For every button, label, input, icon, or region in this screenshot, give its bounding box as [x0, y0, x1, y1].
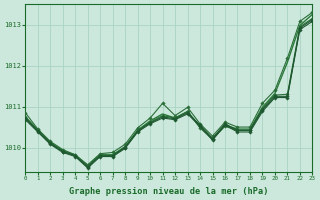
X-axis label: Graphe pression niveau de la mer (hPa): Graphe pression niveau de la mer (hPa)	[69, 187, 268, 196]
